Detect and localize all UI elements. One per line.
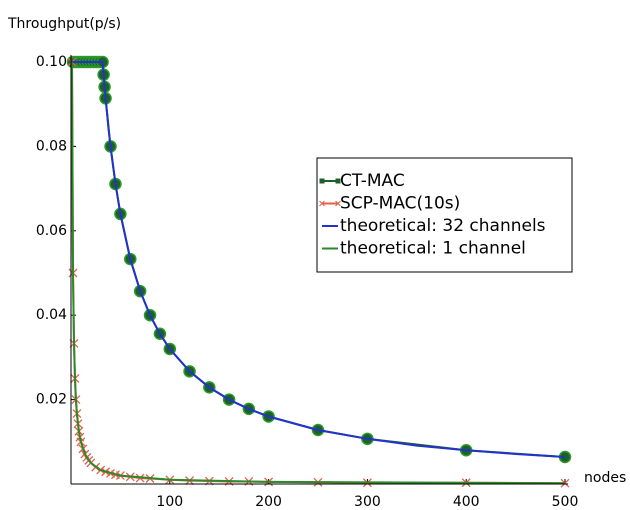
x-tick-label: 200 xyxy=(255,494,282,510)
legend-label: theoretical: 1 channel xyxy=(340,239,526,259)
x-tick-label: 300 xyxy=(354,494,381,510)
legend-marker xyxy=(319,200,325,207)
y-axis-label: Throughput(p/s) xyxy=(7,16,121,32)
legend-box xyxy=(316,157,573,273)
legend-label: CT-MAC xyxy=(340,171,405,191)
legend-marker xyxy=(335,200,341,207)
series-line xyxy=(71,61,566,458)
y-tick-label: 0.04 xyxy=(36,307,67,323)
legend-marker xyxy=(319,178,325,184)
y-tick-label: 0.06 xyxy=(36,223,67,239)
y-tick-label: 0.08 xyxy=(36,138,67,154)
y-tick-label: 0.10 xyxy=(36,54,67,70)
x-tick-label: 500 xyxy=(552,494,579,510)
x-tick-label: 100 xyxy=(156,494,183,510)
x-tick-label: 400 xyxy=(453,494,480,510)
y-tick-label: 0.02 xyxy=(36,392,67,408)
legend-marker xyxy=(335,178,341,184)
series-line xyxy=(71,61,566,485)
legend-label: SCP-MAC(10s) xyxy=(340,194,460,214)
legend-label: theoretical: 32 channels xyxy=(340,216,546,236)
legend: CT-MAC SCP-MAC(10s)theoretical: 32 channe… xyxy=(316,157,573,273)
series-line xyxy=(71,61,566,485)
x-axis-label: nodes xyxy=(584,470,626,486)
